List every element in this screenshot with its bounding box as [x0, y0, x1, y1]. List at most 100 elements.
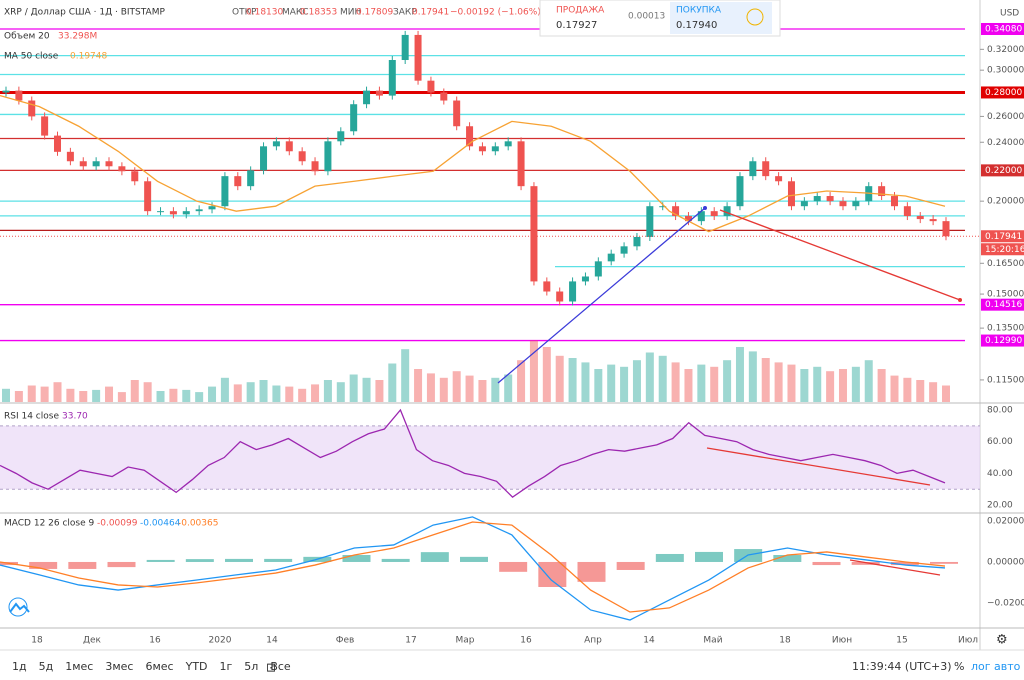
settings-icon[interactable]: ⚙ [996, 633, 1008, 648]
candle [723, 206, 731, 217]
volume-bar [465, 375, 474, 402]
volume-bar [439, 377, 448, 402]
volume-bar [864, 360, 873, 402]
volume-bar [92, 389, 101, 402]
price-tag [981, 298, 1024, 311]
price-tick-label: 0.15000 [987, 290, 1024, 300]
candle [852, 201, 860, 207]
rsi-tick-label: 60.00 [987, 437, 1013, 447]
range-button[interactable]: 5д [39, 660, 54, 673]
rsi-legend: RSI 14 close [4, 412, 59, 422]
header-open-label: ОТКР [232, 8, 257, 18]
volume-bar [156, 391, 165, 402]
date-label: 2020 [209, 636, 232, 646]
volume-bar [607, 364, 616, 402]
macd-histogram-bar [773, 555, 802, 562]
percent-toggle[interactable]: % [954, 660, 964, 673]
candle [298, 151, 306, 162]
macd-histogram-bar [264, 558, 293, 562]
volume-bar [645, 352, 654, 402]
volume-bar [452, 371, 461, 402]
volume-legend-value: 33.298M [58, 32, 97, 42]
candle [878, 186, 886, 197]
macd-legend: MACD 12 26 close 9 [4, 519, 95, 529]
date-label: Апр [584, 636, 602, 646]
volume-bar [272, 385, 281, 402]
range-button[interactable]: YTD [185, 660, 208, 673]
buy-label: ПОКУПКА [676, 6, 722, 16]
volume-bar [414, 369, 423, 402]
header-high-label: МАКС [282, 8, 309, 18]
sell-box[interactable] [542, 2, 612, 34]
candle [247, 170, 255, 187]
range-button[interactable]: 1г [220, 660, 233, 673]
macd-histogram-bar [812, 561, 841, 566]
volume-bar [555, 355, 564, 402]
macd-histogram-bar [29, 561, 58, 569]
volume-bar [632, 360, 641, 402]
price-tag-label: 0.12990 [985, 336, 1022, 346]
volume-bar [2, 388, 10, 402]
price-tag [981, 164, 1024, 177]
candle [453, 100, 461, 127]
log-toggle[interactable]: лог [971, 660, 991, 673]
volume-bar [66, 388, 75, 402]
range-button[interactable]: 1д [12, 660, 27, 673]
volume-bar [942, 385, 950, 402]
macd-histogram-bar [68, 561, 97, 569]
volume-bar [671, 362, 680, 402]
candle [324, 141, 332, 172]
rsi-tick-label: 80.00 [987, 406, 1013, 416]
info-icon[interactable] [746, 8, 764, 26]
candle [195, 209, 203, 212]
volume-bar [735, 347, 744, 402]
candle [929, 219, 937, 222]
volume-bar [426, 373, 435, 402]
ma-legend-value: 0.19748 [70, 52, 107, 62]
volume-bar [208, 386, 217, 402]
trend-arrow [497, 207, 706, 384]
date-label: 15 [896, 636, 907, 646]
macd-histogram-bar [851, 561, 880, 565]
volume-legend: Объем 20 [4, 32, 50, 42]
header-low-label: МИН [340, 8, 361, 18]
volume-bar [362, 377, 371, 402]
range-button[interactable]: 5л [244, 660, 258, 673]
volume-bar [697, 364, 706, 402]
macd-histogram-bar [890, 561, 919, 566]
macd-histogram-bar [930, 561, 958, 564]
range-button[interactable]: 1мес [65, 660, 93, 673]
volume-bar [491, 377, 500, 402]
date-range-icon[interactable]: ⊡ [266, 661, 276, 675]
buy-box[interactable] [670, 2, 772, 34]
candle [118, 166, 126, 172]
range-button[interactable]: 6мес [145, 660, 173, 673]
candle [659, 206, 667, 208]
candle [903, 206, 911, 217]
candle [208, 206, 216, 210]
candle [28, 100, 36, 117]
volume-bar [542, 347, 551, 402]
candle [41, 116, 49, 136]
candle [260, 146, 268, 171]
volume-bar [684, 369, 693, 402]
auto-toggle[interactable]: авто [994, 660, 1021, 673]
range-button[interactable]: Все [270, 660, 291, 673]
candle [646, 206, 654, 237]
price-tag-label: 0.14516 [985, 300, 1022, 310]
candle [749, 161, 757, 177]
candle [556, 291, 564, 302]
candle [388, 60, 396, 96]
candle [517, 141, 525, 187]
price-tick-label: 0.30000 [987, 66, 1024, 76]
price-tag [981, 230, 1024, 243]
range-button[interactable]: 3мес [105, 660, 133, 673]
candle [337, 131, 345, 142]
header-symbol: XRP / Доллар США · 1Д · BITSTAMP [4, 8, 165, 18]
price-tag-label: 0.28000 [985, 88, 1022, 98]
candle [311, 161, 319, 172]
candle [826, 196, 834, 202]
candle [569, 281, 577, 302]
price-tag-label: 0.22000 [985, 166, 1022, 176]
candle [942, 221, 950, 237]
